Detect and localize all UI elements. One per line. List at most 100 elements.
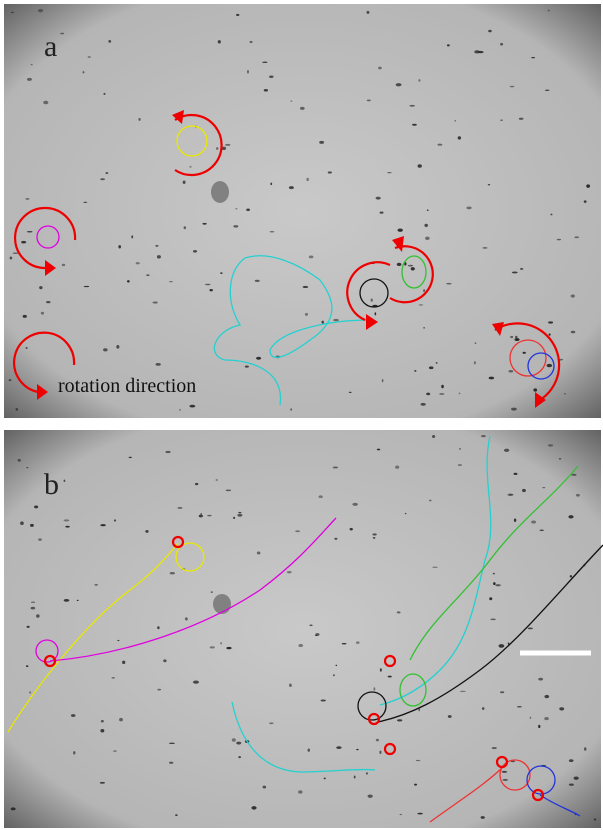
speck [429,366,434,369]
speck [118,245,121,248]
speck [481,435,486,437]
speck [429,500,432,502]
speck [493,573,495,575]
speck [117,640,119,641]
speck [482,707,485,710]
speck [136,262,140,264]
speck [373,537,376,539]
speck [538,678,543,681]
speck [489,597,492,600]
speck [514,519,516,522]
speck [475,342,477,344]
speck [334,538,337,540]
speck [414,784,417,786]
speck [39,286,42,289]
speck [88,56,91,57]
speck [432,435,435,438]
speck [328,171,332,173]
speck [510,336,513,338]
blur [213,594,231,614]
speck [111,677,114,679]
speck [233,225,238,227]
speck [179,409,181,410]
speck [414,370,416,372]
speck [520,268,523,270]
speck [458,464,462,466]
micrograph [4,430,601,828]
speck [499,644,505,648]
speck [397,719,402,721]
speck [26,467,28,468]
speck [84,286,90,287]
speck [131,235,133,238]
speck [423,289,425,292]
speck [193,681,199,684]
speck [412,124,417,126]
speck [38,9,43,12]
speck [395,465,399,468]
speck [544,717,548,720]
speck [466,207,471,210]
speck [270,183,272,186]
speck [255,280,260,282]
speck [77,600,79,601]
speck [169,281,173,282]
speck [379,751,381,754]
speck [108,40,111,43]
speck [21,241,26,244]
speck [564,393,566,394]
speck [380,668,382,671]
speck [60,33,64,34]
speck [178,507,183,509]
speck [309,625,312,627]
speck [514,473,518,475]
speck [18,459,21,462]
speck [26,347,28,349]
speck [157,626,160,629]
speck [11,12,14,13]
speck [185,617,188,620]
speck [289,186,294,189]
speck [420,403,425,406]
speck [31,607,36,610]
speck [438,144,443,146]
speck [184,226,186,229]
speck [157,255,161,258]
speck [100,782,105,784]
speck [548,321,553,323]
speck [298,644,303,647]
speck [559,458,562,460]
speck [46,301,50,303]
speck [100,178,105,180]
speck [189,166,191,167]
speck [427,210,429,211]
speck [349,392,352,393]
speck [10,256,13,259]
speck [568,515,573,518]
speck [376,197,381,200]
speck [352,503,357,506]
speck [446,283,451,285]
speck [226,647,231,649]
speck [262,62,267,63]
speck [419,304,423,305]
speck [533,388,537,391]
speck [175,814,177,816]
speck [454,120,456,122]
speck [319,141,324,144]
speck [336,746,341,749]
speck [512,271,518,273]
speck [488,184,491,185]
speck [62,264,65,266]
speck [152,301,157,303]
speck [236,14,239,16]
speck [225,144,230,146]
speck [306,178,308,181]
speck [397,263,402,266]
speck [538,725,540,728]
speck [289,683,292,687]
speck [116,345,119,349]
speck [269,722,273,724]
speck [367,100,371,102]
speck [315,635,318,636]
